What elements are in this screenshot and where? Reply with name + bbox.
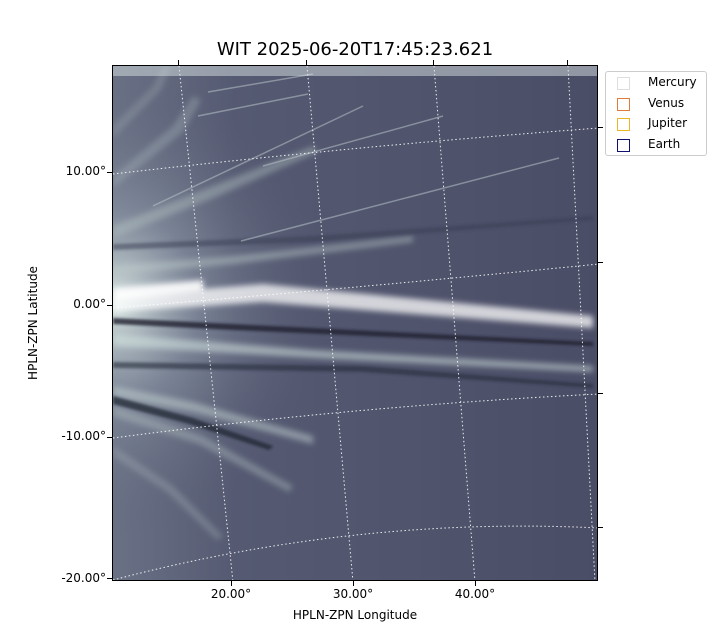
- y-tick-mark-right: [598, 527, 603, 528]
- streaks: [152, 73, 560, 242]
- y-tick-label: 10.00°: [65, 164, 106, 178]
- legend-item-jupiter: Jupiter: [617, 116, 707, 132]
- coronal-streamers: [113, 66, 593, 540]
- legend-label: Earth: [648, 137, 681, 151]
- y-tick-mark-right: [598, 127, 603, 128]
- x-tick-mark-top: [306, 60, 307, 65]
- y-tick-label: 0.00°: [73, 297, 106, 311]
- y-tick-mark-right: [598, 262, 603, 263]
- x-tick-mark: [231, 581, 232, 586]
- y-tick-mark: [107, 437, 112, 438]
- x-tick-mark: [353, 581, 354, 586]
- y-tick-mark-right: [598, 393, 603, 394]
- legend-swatch-icon: [617, 98, 630, 111]
- x-axis-title: HPLN-ZPN Longitude: [292, 608, 418, 622]
- dark-streamer-gaps: [113, 216, 593, 450]
- grid-lines: [113, 66, 597, 580]
- legend-item-mercury: Mercury: [617, 75, 707, 91]
- y-tick-mark: [107, 172, 112, 173]
- x-tick-label: 30.00°: [332, 587, 374, 601]
- legend-label: Mercury: [648, 75, 697, 89]
- legend-swatch-icon: [617, 77, 630, 90]
- legend-swatch-icon: [617, 118, 630, 131]
- x-tick-label: 40.00°: [454, 587, 496, 601]
- x-tick-mark-top: [433, 60, 434, 65]
- legend-item-venus: Venus: [617, 96, 707, 112]
- image-plot-area[interactable]: [112, 65, 598, 581]
- coronagraph-image: [113, 66, 597, 580]
- legend-swatch-icon: [617, 139, 630, 152]
- x-tick-mark-top: [178, 60, 179, 65]
- y-axis-title: HPLN-ZPN Latitude: [26, 266, 40, 380]
- y-tick-label: -20.00°: [61, 571, 106, 585]
- y-tick-label: -10.00°: [61, 429, 106, 443]
- plot-title: WIT 2025-06-20T17:45:23.621: [216, 39, 494, 60]
- x-tick-mark: [475, 581, 476, 586]
- x-tick-label: 20.00°: [210, 587, 252, 601]
- legend-item-earth: Earth: [617, 137, 707, 153]
- legend-label: Jupiter: [648, 116, 688, 130]
- legend-label: Venus: [648, 96, 685, 110]
- x-tick-mark-top: [567, 60, 568, 65]
- y-tick-mark: [107, 305, 112, 306]
- legend: Mercury Venus Jupiter Earth: [605, 71, 707, 156]
- y-tick-mark: [107, 578, 112, 579]
